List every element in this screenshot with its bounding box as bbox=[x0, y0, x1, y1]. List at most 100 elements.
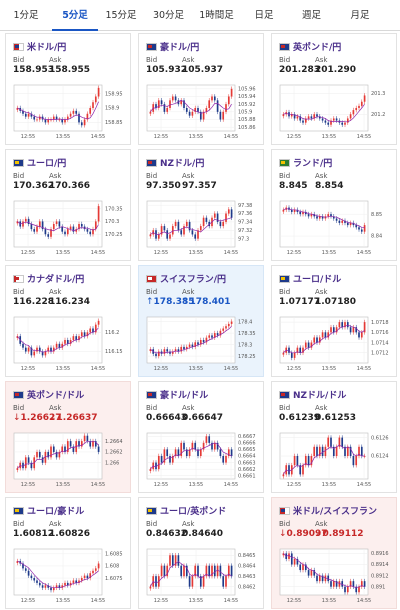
candle-body bbox=[47, 234, 50, 237]
ask-price: 201.290 bbox=[315, 65, 356, 75]
candle-body bbox=[219, 330, 222, 336]
candle-body bbox=[171, 96, 174, 101]
candle-body bbox=[344, 322, 346, 328]
x-tick-label: 12:55 bbox=[154, 482, 168, 488]
plot-area bbox=[13, 316, 103, 364]
tab-timeframe-4[interactable]: 1時間足 bbox=[199, 10, 234, 21]
y-tick-label: 1.266 bbox=[105, 460, 119, 466]
currency-card[interactable]: 豪ドル/ドル Bid Ask 0.66643 0.66647 12:55 13:55 14:5… bbox=[138, 381, 264, 493]
candle-body bbox=[80, 441, 83, 447]
currency-card[interactable]: ユーロ/円 Bid Ask 170.362 170.366 12:55 13:55 14:55… bbox=[5, 149, 131, 261]
currency-card[interactable]: NZドル/ドル Bid Ask 0.61239 0.61253 12:55 13:55 14:… bbox=[271, 381, 397, 493]
candle-body bbox=[358, 586, 360, 593]
price-chart[interactable]: 12:55 13:55 14:55 1.2664 1.2662 1.266 bbox=[12, 429, 126, 491]
y-tick-label: 0.8465 bbox=[238, 553, 256, 559]
currency-pair-name[interactable]: ユーロ/ドル bbox=[293, 275, 342, 285]
price-chart[interactable]: 12:55 13:55 14:55 1.0718 1.0716 1.0714 1.0712 bbox=[278, 313, 392, 375]
price-chart[interactable]: 12:55 13:55 14:55 105.96 105.94 105.92 105.9 10… bbox=[145, 81, 259, 143]
candle-body bbox=[230, 209, 233, 218]
candle-body bbox=[188, 111, 191, 116]
currency-pair-name[interactable]: 豪ドル/ドル bbox=[160, 391, 209, 401]
currency-pair-name[interactable]: NZドル/ドル bbox=[293, 391, 347, 401]
trend-up-icon: ↑ bbox=[182, 297, 190, 307]
currency-pair-name[interactable]: ユーロ/英ポンド bbox=[160, 507, 227, 517]
bid-price-value: 8.845 bbox=[279, 181, 308, 191]
bid-label: Bid bbox=[279, 172, 291, 180]
ask-label: Ask bbox=[315, 56, 328, 64]
candle-body bbox=[216, 442, 219, 450]
currency-card[interactable]: 英ポンド/ドル Bid Ask ↓1.26627 ↓1.26637 12:55 13:55 1… bbox=[5, 381, 131, 493]
tab-timeframe-2[interactable]: 15分足 bbox=[105, 10, 137, 21]
tab-timeframe-0[interactable]: 1分足 bbox=[13, 10, 39, 21]
tab-timeframe-5[interactable]: 日足 bbox=[254, 10, 274, 21]
candle-body bbox=[288, 465, 290, 475]
currency-card[interactable]: カナダドル/円 Bid Ask 116.228 116.234 12:55 13:55 14:… bbox=[5, 265, 131, 377]
candle-body bbox=[166, 230, 169, 239]
currency-card[interactable]: NZドル/円 Bid Ask 97.350 97.357 12:55 13:55 14:55 9… bbox=[138, 149, 264, 261]
currency-pair-name[interactable]: ユーロ/円 bbox=[27, 159, 67, 169]
price-chart[interactable]: 12:55 13:55 14:55 170.35 170.3 170.25 bbox=[12, 197, 126, 259]
currency-pair-name[interactable]: スイスフラン/円 bbox=[160, 275, 227, 285]
candle-body bbox=[296, 558, 299, 565]
x-tick-label: 14:55 bbox=[91, 366, 105, 372]
price-chart[interactable]: 12:55 13:55 14:55 178.4 178.35 178.3 178.25 bbox=[145, 313, 259, 375]
candle-body bbox=[55, 343, 58, 348]
price-chart[interactable]: 12:55 13:55 14:55 0.6126 0.6124 bbox=[278, 429, 392, 491]
price-chart[interactable]: 12:55 13:55 14:55 8.85 8.84 bbox=[278, 197, 392, 259]
price-chart[interactable]: 12:55 13:55 14:55 0.6667 0.6666 0.6665 0.6664 0… bbox=[145, 429, 259, 491]
candle-body bbox=[349, 581, 352, 587]
price-chart[interactable]: 12:55 13:55 14:55 158.95 158.9 158.85 bbox=[12, 81, 126, 143]
price-chart[interactable]: 12:55 13:55 14:55 201.3 201.2 bbox=[278, 81, 392, 143]
currency-card[interactable]: 米ドル/円 Bid Ask 158.953 158.955 12:55 13:55 14:55… bbox=[5, 33, 131, 145]
currency-card[interactable]: 英ポンド/円 Bid Ask 201.283 201.290 12:55 13:55 14:5… bbox=[271, 33, 397, 145]
currency-pair-name[interactable]: カナダドル/円 bbox=[27, 275, 85, 285]
candle-body bbox=[227, 323, 230, 327]
ask-label: Ask bbox=[49, 520, 62, 528]
currency-pair-name[interactable]: ユーロ/豪ドル bbox=[27, 507, 85, 517]
plot-area bbox=[279, 316, 369, 364]
candle-body bbox=[69, 582, 72, 586]
candle-body bbox=[61, 585, 64, 588]
currency-card[interactable]: ランド/円 Bid Ask 8.845 8.854 12:55 13:55 14:55 8.85… bbox=[271, 149, 397, 261]
candle-body bbox=[61, 343, 64, 348]
price-chart[interactable]: 12:55 13:55 14:55 0.8465 0.8464 0.8463 0.8462 bbox=[145, 545, 259, 607]
candle-body bbox=[360, 581, 363, 587]
candle-body bbox=[327, 332, 330, 338]
currency-pair-name[interactable]: 米ドル/スイスフラン bbox=[293, 507, 378, 517]
currency-card[interactable]: 豪ドル/円 Bid Ask 105.932 105.937 12:55 13:55 14:55… bbox=[138, 33, 264, 145]
candle-body bbox=[211, 442, 213, 450]
candle-body bbox=[149, 469, 152, 471]
ask-price: 8.854 bbox=[315, 181, 343, 191]
candle-body bbox=[344, 586, 346, 593]
candle-body bbox=[310, 214, 313, 217]
trend-down-icon: ↓ bbox=[279, 529, 287, 539]
tab-timeframe-6[interactable]: 週足 bbox=[301, 10, 321, 21]
currency-card[interactable]: ユーロ/ドル Bid Ask 1.07177 1.07180 12:55 13:55 14:5… bbox=[271, 265, 397, 377]
candle-body bbox=[202, 111, 205, 120]
timeframe-tab-bar: 1分足 5分足 15分足 30分足 1時間足 日足 週足 月足 bbox=[0, 0, 400, 31]
tab-timeframe-7[interactable]: 月足 bbox=[350, 10, 370, 21]
currency-pair-name[interactable]: 英ポンド/ドル bbox=[27, 391, 85, 401]
price-chart[interactable]: 12:55 13:55 14:55 97.38 97.36 97.34 97.32 97.3 bbox=[145, 197, 259, 259]
candle-body bbox=[78, 441, 80, 447]
candle-body bbox=[293, 114, 296, 119]
currency-card[interactable]: ユーロ/豪ドル Bid Ask 1.60812 1.60826 12:55 13:55 14:… bbox=[5, 497, 131, 609]
currency-pair-name[interactable]: NZドル/円 bbox=[160, 159, 205, 169]
currency-pair-name[interactable]: ランド/円 bbox=[293, 159, 333, 169]
ask-label: Ask bbox=[49, 56, 62, 64]
currency-pair-name[interactable]: 米ドル/円 bbox=[27, 43, 67, 53]
currency-card[interactable]: 米ドル/スイスフラン Bid Ask ↓0.89097 ↓0.89112 12:55 13:… bbox=[271, 497, 397, 609]
currency-card[interactable]: ユーロ/英ポンド Bid Ask 0.84632 0.84640 12:55 13:55 14… bbox=[138, 497, 264, 609]
price-chart[interactable]: 12:55 13:55 14:55 0.8916 0.8914 0.8912 0.891 bbox=[278, 545, 392, 607]
candle-body bbox=[290, 352, 293, 358]
price-chart[interactable]: 12:55 13:55 14:55 1.6085 1.608 1.6075 bbox=[12, 545, 126, 607]
tab-timeframe-1[interactable]: 5分足 bbox=[52, 0, 98, 31]
candle-body bbox=[352, 581, 355, 587]
currency-card[interactable]: スイスフラン/円 Bid Ask ↑178.385 ↑178.401 12:55 13:55… bbox=[138, 265, 264, 377]
currency-pair-name[interactable]: 英ポンド/円 bbox=[293, 43, 342, 53]
candle-body bbox=[222, 328, 225, 331]
candle-body bbox=[27, 218, 30, 224]
price-chart[interactable]: 12:55 13:55 14:55 116.2 116.15 bbox=[12, 313, 126, 375]
tab-timeframe-3[interactable]: 30分足 bbox=[152, 10, 185, 21]
currency-pair-name[interactable]: 豪ドル/円 bbox=[160, 43, 200, 53]
